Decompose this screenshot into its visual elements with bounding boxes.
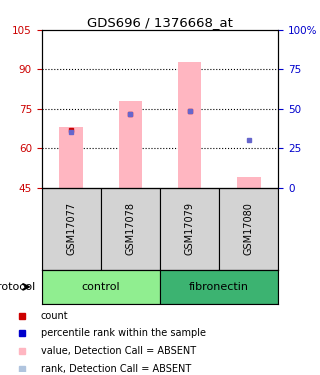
Text: protocol: protocol	[0, 282, 35, 292]
Text: GSM17080: GSM17080	[244, 202, 254, 255]
Text: GSM17078: GSM17078	[125, 202, 135, 255]
Text: percentile rank within the sample: percentile rank within the sample	[41, 328, 206, 339]
Text: GSM17079: GSM17079	[185, 202, 195, 255]
Bar	[60, 127, 83, 188]
Bar	[101, 188, 160, 270]
Bar	[160, 188, 219, 270]
Bar	[160, 270, 278, 304]
Title: GDS696 / 1376668_at: GDS696 / 1376668_at	[87, 16, 233, 29]
Text: control: control	[82, 282, 120, 292]
Bar	[219, 188, 278, 270]
Text: fibronectin: fibronectin	[189, 282, 249, 292]
Text: value, Detection Call = ABSENT: value, Detection Call = ABSENT	[41, 346, 196, 356]
Text: count: count	[41, 311, 68, 321]
Bar	[42, 188, 101, 270]
Bar	[178, 62, 202, 188]
Bar	[42, 270, 160, 304]
Bar	[237, 177, 260, 188]
Bar	[119, 101, 142, 188]
Text: rank, Detection Call = ABSENT: rank, Detection Call = ABSENT	[41, 363, 191, 374]
Text: GSM17077: GSM17077	[66, 202, 76, 255]
